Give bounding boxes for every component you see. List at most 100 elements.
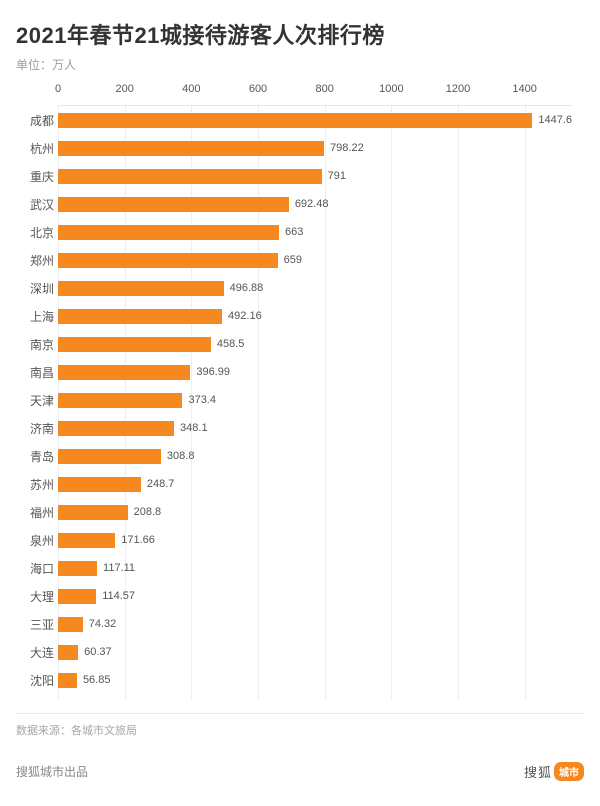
bar xyxy=(58,393,182,408)
bar xyxy=(58,421,174,436)
bar xyxy=(58,645,78,660)
bar-value: 492.16 xyxy=(228,310,262,322)
bar xyxy=(58,169,322,184)
bar-value: 248.7 xyxy=(147,478,175,490)
city-label: 福州 xyxy=(16,504,54,521)
bar-value: 496.88 xyxy=(230,282,264,294)
bar-value: 117.11 xyxy=(103,562,135,574)
city-label: 天津 xyxy=(16,392,54,409)
bar-value: 60.37 xyxy=(84,646,112,658)
city-label: 三亚 xyxy=(16,616,54,633)
city-label: 杭州 xyxy=(16,140,54,157)
bar-row: 泉州171.66 xyxy=(58,526,572,554)
city-label: 深圳 xyxy=(16,280,54,297)
chart-title: 2021年春节21城接待游客人次排行榜 xyxy=(16,18,584,50)
bar xyxy=(58,589,96,604)
bar-value: 798.22 xyxy=(330,142,364,154)
brand-text: 搜狐 xyxy=(524,762,552,781)
x-axis-tick: 400 xyxy=(182,83,200,95)
bar-value: 396.99 xyxy=(196,366,230,378)
bar xyxy=(58,533,115,548)
bar-row: 南京458.5 xyxy=(58,330,572,358)
footer: 搜狐城市出品 搜狐 城市 xyxy=(16,762,584,781)
city-label: 成都 xyxy=(16,112,54,129)
bar-row: 济南348.1 xyxy=(58,414,572,442)
chart-subtitle: 单位：万人 xyxy=(16,56,584,73)
bar-row: 大理114.57 xyxy=(58,582,572,610)
bar-row: 武汉692.48 xyxy=(58,190,572,218)
bar-row: 青岛308.8 xyxy=(58,442,572,470)
bar-row: 北京663 xyxy=(58,218,572,246)
bar-value: 791 xyxy=(328,170,346,182)
x-axis-tick: 600 xyxy=(249,83,267,95)
bar-value: 74.32 xyxy=(89,618,117,630)
bar-row: 福州208.8 xyxy=(58,498,572,526)
bar-row: 成都1447.6 xyxy=(58,106,572,134)
bar xyxy=(58,309,222,324)
x-axis-tick: 200 xyxy=(115,83,133,95)
bar-value: 114.57 xyxy=(102,590,135,602)
plot-area: 成都1447.6杭州798.22重庆791武汉692.48北京663郑州659深… xyxy=(58,105,572,699)
bar xyxy=(58,561,97,576)
data-source: 数据来源：各城市文旅局 xyxy=(16,713,584,738)
bar-row: 南昌396.99 xyxy=(58,358,572,386)
bar xyxy=(58,225,279,240)
bar xyxy=(58,337,211,352)
bar-value: 171.66 xyxy=(121,534,155,546)
bar-row: 大连60.37 xyxy=(58,638,572,666)
bar-value: 663 xyxy=(285,226,303,238)
bar xyxy=(58,477,141,492)
brand-logo: 搜狐 城市 xyxy=(524,762,584,781)
bar xyxy=(58,617,83,632)
bar xyxy=(58,449,161,464)
city-label: 大连 xyxy=(16,644,54,661)
x-axis-tick: 1400 xyxy=(512,83,536,95)
bar-value: 348.1 xyxy=(180,422,208,434)
city-label: 青岛 xyxy=(16,448,54,465)
city-label: 南京 xyxy=(16,336,54,353)
city-label: 苏州 xyxy=(16,476,54,493)
x-axis-tick: 800 xyxy=(315,83,333,95)
footer-credit: 搜狐城市出品 xyxy=(16,763,88,780)
city-label: 南昌 xyxy=(16,364,54,381)
bar xyxy=(58,365,190,380)
bar-value: 308.8 xyxy=(167,450,195,462)
x-axis-tick: 1200 xyxy=(446,83,470,95)
bar-row: 天津373.4 xyxy=(58,386,572,414)
city-label: 北京 xyxy=(16,224,54,241)
bar xyxy=(58,281,224,296)
x-axis-tick: 0 xyxy=(55,83,61,95)
bar-value: 373.4 xyxy=(188,394,216,406)
bar-row: 沈阳56.85 xyxy=(58,666,572,694)
bar-value: 692.48 xyxy=(295,198,329,210)
bar-row: 海口117.11 xyxy=(58,554,572,582)
bar xyxy=(58,673,77,688)
bar-row: 郑州659 xyxy=(58,246,572,274)
bar-row: 重庆791 xyxy=(58,162,572,190)
city-label: 郑州 xyxy=(16,252,54,269)
city-label: 济南 xyxy=(16,420,54,437)
city-label: 海口 xyxy=(16,560,54,577)
x-axis: 0 200 400 600 800 1000 1200 1400 xyxy=(58,83,572,105)
brand-badge: 城市 xyxy=(554,762,584,781)
bar xyxy=(58,141,324,156)
city-label: 重庆 xyxy=(16,168,54,185)
bar-row: 深圳496.88 xyxy=(58,274,572,302)
bar-value: 1447.6 xyxy=(538,114,572,126)
city-label: 沈阳 xyxy=(16,672,54,689)
city-label: 武汉 xyxy=(16,196,54,213)
bar-value: 208.8 xyxy=(134,506,162,518)
bar-value: 458.5 xyxy=(217,338,245,350)
bar xyxy=(58,197,289,212)
bar-row: 杭州798.22 xyxy=(58,134,572,162)
city-label: 大理 xyxy=(16,588,54,605)
bar xyxy=(58,113,532,128)
x-axis-tick: 1000 xyxy=(379,83,403,95)
bar-row: 上海492.16 xyxy=(58,302,572,330)
bar-row: 三亚74.32 xyxy=(58,610,572,638)
city-label: 上海 xyxy=(16,308,54,325)
bar-row: 苏州248.7 xyxy=(58,470,572,498)
city-label: 泉州 xyxy=(16,532,54,549)
bar xyxy=(58,253,278,268)
bar xyxy=(58,505,128,520)
